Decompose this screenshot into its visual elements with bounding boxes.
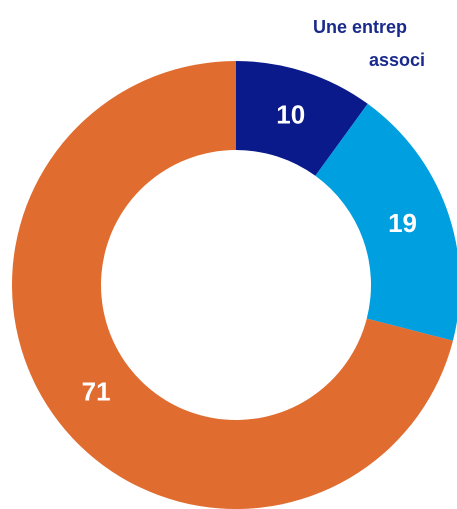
data-label: 71 xyxy=(82,376,111,406)
annotation: associ xyxy=(369,50,425,70)
donut-segment xyxy=(236,61,368,176)
donut-segment xyxy=(12,61,453,509)
data-label: 19 xyxy=(388,208,417,238)
data-label: 10 xyxy=(276,100,305,130)
donut-segment xyxy=(315,103,457,341)
annotation: Une entrep xyxy=(313,17,407,37)
